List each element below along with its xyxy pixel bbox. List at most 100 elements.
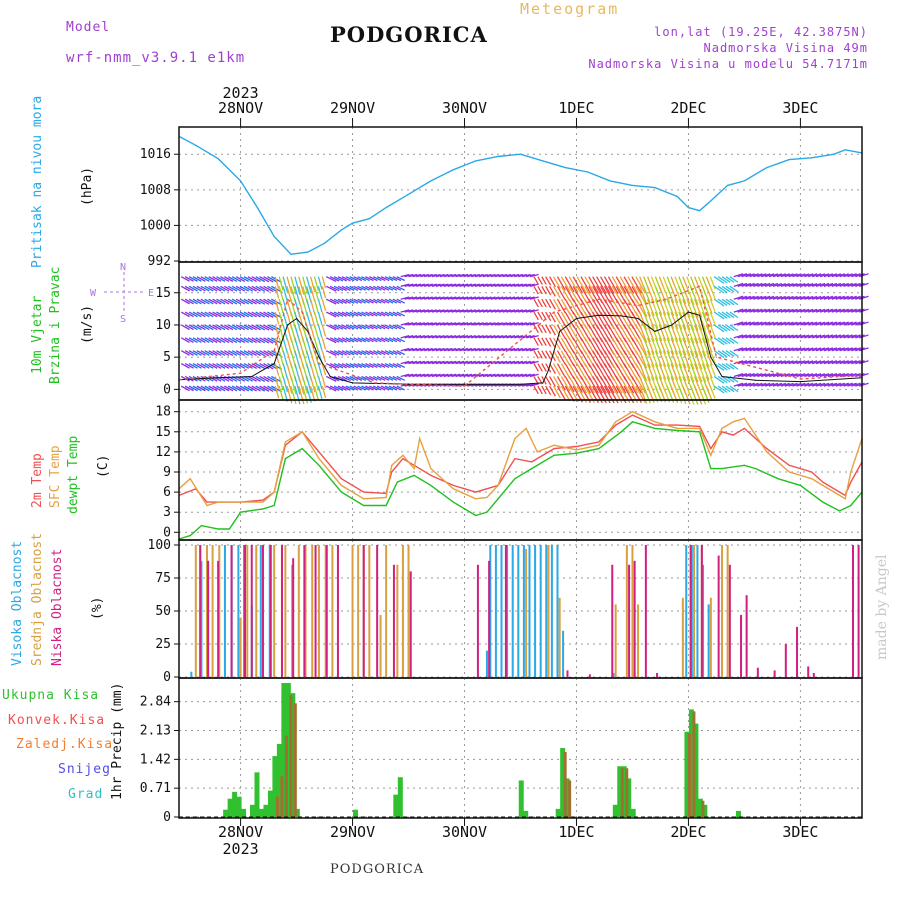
wind-barb: [490, 335, 500, 339]
wind-barb: [478, 347, 488, 352]
wind-barb: [537, 385, 543, 395]
wind-barb: [541, 276, 547, 285]
wind-barb: [212, 285, 222, 292]
pressure-point-0-2: [217, 158, 219, 160]
wind-barb: [435, 283, 445, 287]
wind-barb: [560, 350, 571, 366]
wind-barb: [545, 363, 552, 373]
wind-barb: [424, 360, 433, 365]
wind-barb: [839, 282, 849, 287]
wind-barb: [188, 324, 198, 331]
wind-barb: [643, 350, 651, 369]
wind-barb: [467, 335, 477, 339]
wind-barb: [843, 308, 853, 313]
wind-barb: [482, 296, 492, 300]
wind-barb: [341, 324, 351, 330]
wind-barb: [396, 285, 406, 291]
wind-barb: [796, 334, 806, 339]
wind-barb: [224, 337, 234, 344]
temperature-point-0-21: [531, 461, 533, 463]
wind-barb: [337, 285, 347, 292]
clouds-bar-2-5: [250, 545, 253, 677]
wind-barb: [650, 286, 659, 303]
wind-barb: [404, 347, 414, 352]
temperature-point-2-7: [273, 504, 275, 507]
wind-barb: [701, 363, 710, 381]
temperature-point-2-30: [699, 431, 701, 433]
wind-barb: [302, 376, 309, 394]
wind-barb: [329, 276, 340, 282]
wind-barb: [408, 296, 418, 300]
wind-barb: [380, 311, 390, 317]
temperature-point-1-22: [514, 437, 516, 440]
wind-barb: [537, 363, 543, 372]
wind-barb: [494, 360, 504, 365]
wind-barb: [196, 276, 206, 282]
temperature-point-2-4: [228, 528, 230, 530]
wind-barb: [705, 385, 713, 401]
wind-barb: [259, 337, 270, 344]
wind-barb: [552, 311, 561, 325]
wind-barb: [713, 375, 725, 384]
wind-barb: [529, 296, 539, 300]
wind-barb: [345, 375, 355, 382]
wind-barb: [733, 308, 744, 313]
wind-barb: [552, 298, 561, 312]
wind-barb: [749, 282, 759, 287]
wind-barb: [851, 334, 861, 339]
wind-barb: [784, 347, 794, 352]
wind-barb: [313, 286, 320, 301]
wind-barb: [380, 385, 390, 391]
clouds-bar-1-4: [218, 545, 221, 677]
wind-barb: [721, 324, 731, 332]
wind-barb: [337, 298, 347, 304]
wind-barb: [239, 363, 250, 369]
wind-point-0-26: [755, 379, 757, 381]
wind-barb: [471, 335, 480, 339]
wind-barb: [502, 322, 512, 326]
wind-barb: [835, 282, 845, 287]
wind-barb: [243, 337, 253, 344]
wind-barb: [843, 334, 853, 339]
wind-barb: [216, 311, 226, 318]
wind-barb: [753, 308, 763, 313]
pressure-point-0-31: [766, 166, 768, 169]
clouds-bar-1-17: [331, 545, 334, 677]
wind-barb: [349, 298, 359, 304]
wind-barb: [247, 350, 257, 357]
wind-barb: [180, 311, 190, 318]
wind-barb: [408, 309, 418, 313]
wind-barb: [514, 335, 524, 339]
wind-barb: [412, 373, 422, 378]
wind-barb: [757, 334, 767, 339]
wind-barb: [560, 363, 571, 379]
wind-barb: [239, 311, 250, 318]
wind-barb: [329, 324, 340, 330]
wind-barb: [808, 273, 818, 278]
wind-barb: [768, 295, 779, 300]
wind-barb: [537, 337, 543, 346]
wind-barb: [282, 299, 289, 315]
wind-barb: [764, 321, 775, 326]
wind-barb: [498, 360, 508, 365]
wind-barb: [337, 324, 347, 330]
wind-barb: [220, 337, 230, 344]
wind-barb: [227, 350, 238, 357]
wind-barb: [792, 282, 802, 287]
clouds-ytick-label-1: 25: [155, 637, 171, 652]
wind-barb: [259, 311, 270, 318]
wind-barb: [486, 347, 496, 352]
wind-barb: [416, 322, 426, 326]
wind-barb: [372, 276, 382, 282]
wind-barb: [188, 350, 198, 356]
wind-barb: [321, 363, 327, 376]
wind-barb: [337, 375, 347, 382]
wind-barb: [404, 309, 414, 313]
wind-barb: [855, 334, 865, 339]
wind-barb: [329, 385, 340, 392]
wind-barb: [463, 373, 473, 378]
wind-point-1-9: [598, 298, 600, 300]
temperature-point-0-11: [363, 491, 365, 493]
wind-barb: [533, 385, 539, 395]
wind-barb: [361, 363, 370, 369]
